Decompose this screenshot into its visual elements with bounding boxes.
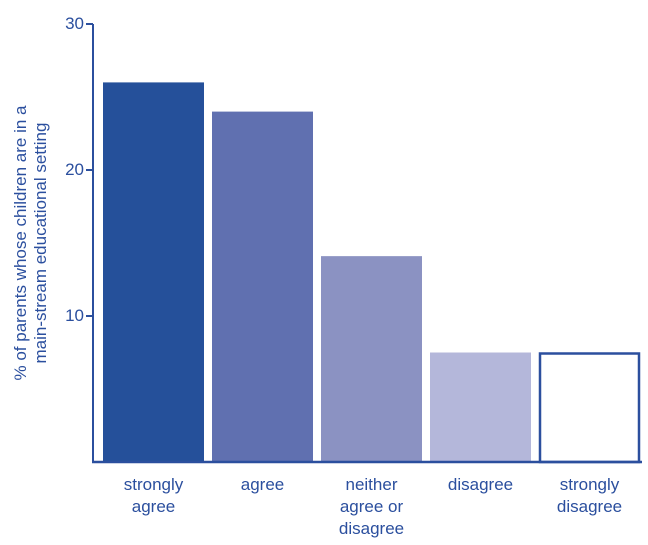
axes	[92, 24, 642, 464]
bars	[103, 82, 641, 464]
y-tick-label: 10	[65, 306, 84, 325]
x-category-labels: strongly agree agree neither agree or disagre…	[124, 475, 622, 538]
x-category-label: neither agree or disagree	[339, 475, 404, 538]
x-category-label: agree	[241, 475, 284, 494]
bar-agree	[212, 111, 313, 462]
y-axis-label: % of parents whose children are in amain…	[11, 105, 50, 381]
bar-strongly-disagree	[538, 352, 641, 464]
x-category-label: disagree	[448, 475, 513, 494]
bar-strongly-agree	[103, 82, 204, 463]
x-category-label: strongly disagree	[557, 475, 622, 516]
bar-neither-agree-or-disagree	[321, 256, 422, 462]
bar-disagree	[430, 352, 531, 462]
y-tick-label: 30	[65, 14, 84, 33]
y-ticks: 10 20 30	[65, 14, 93, 325]
x-category-label: strongly agree	[124, 475, 184, 516]
y-tick-label: 20	[65, 160, 84, 179]
